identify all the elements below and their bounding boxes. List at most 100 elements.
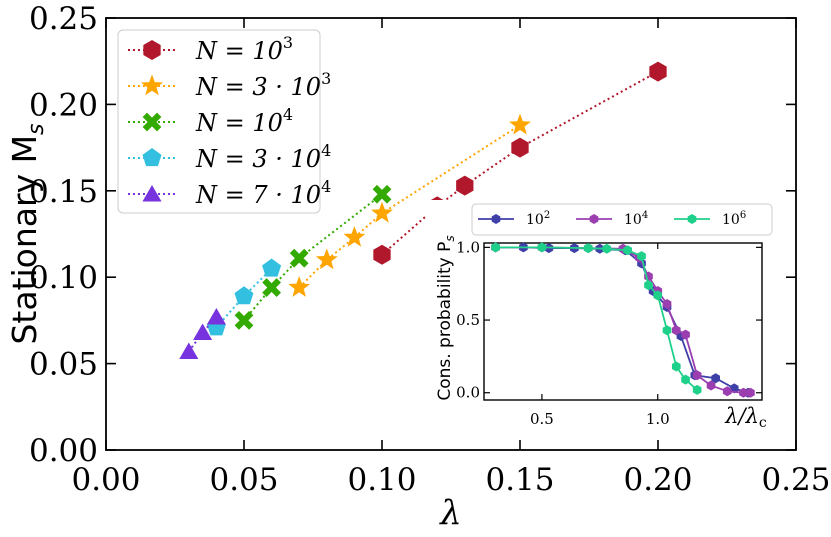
- inset-series-2: [491, 242, 702, 395]
- main-y-tick-label: 0.20: [29, 87, 98, 123]
- data-point: [649, 61, 667, 82]
- main-legend-entry: N = 103: [128, 33, 293, 65]
- main-plot-frame: [105, 17, 797, 451]
- main-y-tick-label: 0.15: [29, 174, 98, 210]
- legend-marker: [589, 214, 599, 224]
- legend-label: N = 3 · 103: [195, 69, 331, 101]
- inset-y-axis-label: Cons. probability Ps: [435, 235, 457, 400]
- legend-label: N = 7 · 104: [195, 177, 331, 209]
- inset-x-tick-label: 1.0: [646, 410, 670, 428]
- main-x-tick-label: 0.00: [71, 462, 140, 498]
- main-legend-entry: N = 104: [128, 105, 293, 137]
- inset-x-axis-label: λ/λc: [724, 404, 767, 431]
- data-point: [289, 248, 309, 268]
- legend-marker: [143, 40, 161, 60]
- data-point: [179, 342, 199, 359]
- data-point: [372, 184, 392, 204]
- data-point: [711, 373, 720, 384]
- main-y-tick-label: 0.00: [29, 433, 98, 469]
- data-point: [234, 311, 254, 330]
- main-legend-entry: N = 3 · 104: [128, 141, 331, 173]
- legend-label: 106: [722, 210, 746, 228]
- data-point: [262, 258, 282, 277]
- data-point: [193, 323, 213, 340]
- inset-series-layer: [491, 242, 755, 398]
- inset-plot-frame: [483, 242, 763, 401]
- legend-label: 104: [624, 210, 648, 228]
- data-point: [511, 137, 529, 158]
- data-point: [509, 113, 531, 135]
- data-point: [262, 278, 281, 297]
- legend-label: N = 104: [195, 105, 293, 137]
- data-point: [373, 244, 391, 265]
- main-legend: N = 103 N = 3 · 103 N = 104 N = 3 · 104 N = …: [117, 29, 331, 214]
- data-point: [653, 290, 663, 301]
- main-axis-ticks: 0.00 0.05 0.10 0.15 0.20 0.25 0.00 0.05 0.10 0.15…: [29, 1, 831, 498]
- data-point: [706, 380, 716, 391]
- main-y-tick-label: 0.25: [29, 1, 98, 37]
- legend-marker: [142, 148, 162, 167]
- data-point: [692, 370, 702, 381]
- main-y-tick-label: 0.05: [29, 347, 98, 383]
- legend-marker: [141, 74, 163, 96]
- data-point: [637, 251, 646, 262]
- data-point: [602, 243, 612, 254]
- data-point: [662, 325, 672, 336]
- main-x-tick-label: 0.05: [209, 462, 278, 498]
- inset-y-tick-label: 1.0: [456, 238, 480, 256]
- main-legend-box: [117, 29, 321, 214]
- inset-legend-entry: 102: [478, 210, 550, 228]
- main-y-tick-label: 0.10: [29, 260, 98, 296]
- data-point: [343, 225, 366, 247]
- main-x-axis-label: λ: [438, 493, 462, 533]
- legend-marker: [491, 214, 501, 224]
- main-x-tick-label: 0.20: [623, 462, 692, 498]
- main-x-tick-label: 0.15: [485, 462, 554, 498]
- data-point: [662, 299, 672, 310]
- legend-label: 102: [526, 210, 550, 228]
- data-point: [623, 245, 632, 256]
- legend-label: N = 3 · 104: [195, 141, 331, 173]
- inset-x-tick-label: 0.5: [530, 410, 554, 428]
- data-point: [739, 387, 748, 398]
- inset-legend-box: [471, 203, 773, 236]
- data-point: [671, 361, 681, 372]
- data-point: [234, 286, 254, 305]
- main-series-2: [234, 184, 392, 330]
- main-series-4: [179, 307, 226, 359]
- data-point: [644, 280, 653, 291]
- legend-marker: [687, 214, 697, 224]
- main-x-tick-label: 0.25: [761, 462, 830, 498]
- main-series-line: [243, 193, 383, 322]
- main-series-1: [288, 113, 531, 297]
- main-series-line: [298, 124, 521, 289]
- legend-label: N = 103: [195, 33, 293, 65]
- data-point: [206, 307, 226, 325]
- data-point: [681, 329, 690, 340]
- data-point: [671, 325, 681, 336]
- data-point: [692, 384, 702, 395]
- inset-y-tick-label: 0.5: [456, 311, 480, 329]
- data-point: [371, 201, 393, 223]
- legend-marker: [142, 185, 162, 202]
- data-point: [456, 175, 474, 196]
- inset-legend-entry: 106: [674, 210, 746, 228]
- data-point: [537, 242, 547, 253]
- data-point: [315, 248, 338, 270]
- main-legend-entry: N = 3 · 103: [128, 69, 331, 101]
- main-legend-entry: N = 7 · 104: [128, 177, 331, 209]
- data-point: [722, 386, 732, 397]
- main-series-layer: [179, 61, 667, 359]
- data-point: [746, 387, 755, 398]
- data-point: [583, 243, 593, 254]
- legend-marker: [142, 112, 162, 132]
- inset-y-tick-label: 0.0: [456, 384, 480, 402]
- inset-chart: 0.5 1.0 0.0 0.5 1.0 Cons. probability Ps λ/λ…: [426, 200, 786, 431]
- data-point: [288, 276, 311, 297]
- data-point: [491, 242, 500, 253]
- inset-legend-entry: 104: [576, 210, 648, 228]
- main-y-axis-label: Stationary Ms: [5, 123, 49, 344]
- data-point: [681, 374, 690, 385]
- main-x-tick-label: 0.10: [347, 462, 416, 498]
